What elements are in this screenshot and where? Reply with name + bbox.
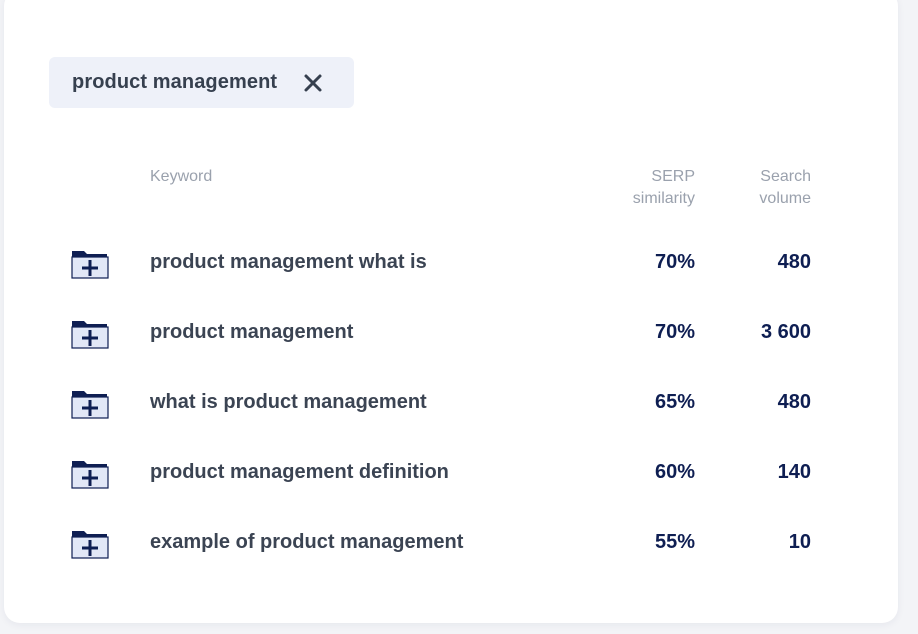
search-volume-value: 140 — [777, 461, 811, 483]
serp-similarity-value: 55% — [654, 531, 695, 553]
folder-add-icon[interactable] — [71, 528, 109, 560]
column-header-volume-line1: Search — [760, 168, 811, 185]
table-row: product management definition 60% 140 — [0, 453, 918, 493]
folder-add-icon[interactable] — [71, 388, 109, 420]
keyword-text: what is product management — [150, 391, 427, 413]
serp-similarity-value: 70% — [654, 321, 695, 343]
serp-similarity-value: 65% — [654, 391, 695, 413]
filter-chip: product management — [49, 57, 354, 108]
folder-add-icon[interactable] — [71, 248, 109, 280]
column-header-keyword: Keyword — [150, 166, 212, 188]
keyword-text: product management what is — [150, 251, 427, 273]
keyword-text: product management definition — [150, 461, 449, 483]
keyword-text: example of product management — [150, 531, 464, 553]
search-volume-value: 480 — [777, 251, 811, 273]
table-row: product management what is 70% 480 — [0, 243, 918, 283]
filter-chip-label: product management — [72, 71, 278, 93]
close-icon[interactable] — [302, 72, 324, 94]
column-header-serp-line1: SERP — [651, 168, 695, 185]
column-header-serp-similarity: SERP similarity — [633, 166, 695, 210]
serp-similarity-value: 70% — [654, 251, 695, 273]
keyword-text: product management — [150, 321, 354, 343]
column-header-serp-line2: similarity — [632, 190, 695, 207]
column-header-keyword-label: Keyword — [150, 168, 213, 185]
search-volume-value: 480 — [777, 391, 811, 413]
serp-similarity-value: 60% — [654, 461, 695, 483]
folder-add-icon[interactable] — [71, 458, 109, 490]
table-row: product management 70% 3 600 — [0, 313, 918, 353]
table-row: what is product management 65% 480 — [0, 383, 918, 423]
table-row: example of product management 55% 10 — [0, 523, 918, 563]
folder-add-icon[interactable] — [71, 318, 109, 350]
column-header-volume-line2: volume — [759, 190, 811, 207]
column-header-search-volume: Search volume — [759, 166, 811, 210]
search-volume-value: 10 — [788, 531, 811, 553]
search-volume-value: 3 600 — [760, 321, 811, 343]
